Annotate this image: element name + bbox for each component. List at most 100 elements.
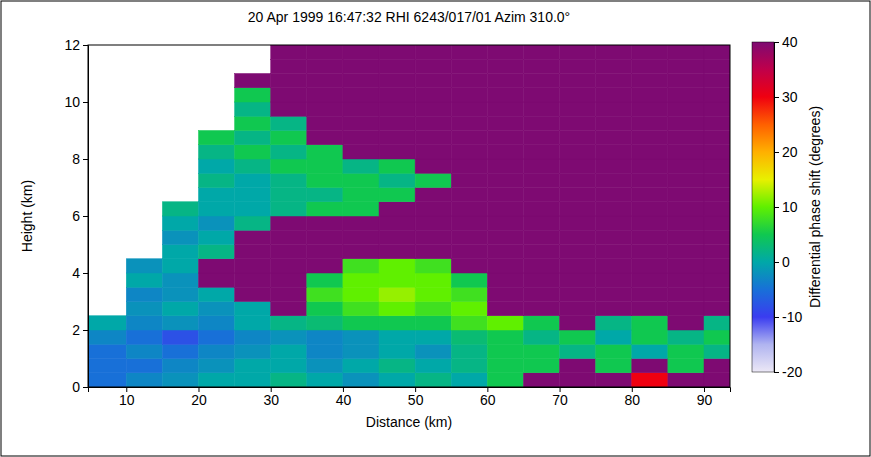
cell	[704, 159, 730, 173]
cell	[487, 88, 523, 102]
cell	[596, 173, 632, 187]
cell	[632, 145, 668, 159]
tick-mark	[774, 42, 779, 43]
cell	[271, 88, 307, 102]
cell	[271, 359, 307, 373]
cell	[704, 373, 730, 387]
cell	[162, 273, 198, 287]
cell	[307, 102, 343, 116]
cell	[560, 245, 596, 259]
cell	[379, 330, 415, 344]
cell	[668, 344, 704, 358]
cell	[560, 74, 596, 88]
cell	[523, 116, 559, 130]
cell	[379, 102, 415, 116]
cell	[379, 145, 415, 159]
cell	[415, 131, 451, 145]
cell	[487, 45, 523, 59]
cell	[523, 245, 559, 259]
cell	[596, 116, 632, 130]
tick-label: 60	[480, 392, 496, 408]
tick-label: 8	[72, 151, 80, 167]
cell	[704, 45, 730, 59]
tick-label: 10	[64, 94, 80, 110]
cell	[343, 330, 379, 344]
cell	[704, 359, 730, 373]
cell	[523, 359, 559, 373]
cell	[451, 273, 487, 287]
cell	[704, 74, 730, 88]
cell	[560, 330, 596, 344]
tick-label: -10	[782, 309, 802, 325]
cell	[379, 216, 415, 230]
cell	[451, 330, 487, 344]
y-axis-line	[83, 46, 89, 388]
cell	[451, 316, 487, 330]
cell	[271, 59, 307, 73]
cell	[198, 230, 234, 244]
cell	[451, 344, 487, 358]
tick-label: 30	[263, 392, 279, 408]
tick-mark	[774, 207, 779, 208]
cell	[560, 88, 596, 102]
cell	[126, 359, 162, 373]
cell	[451, 245, 487, 259]
cell	[415, 330, 451, 344]
cell	[415, 45, 451, 59]
cell	[415, 173, 451, 187]
x-axis-title: Distance (km)	[366, 414, 452, 430]
cell	[415, 316, 451, 330]
cell	[235, 344, 271, 358]
cell	[560, 344, 596, 358]
cell	[162, 287, 198, 301]
cell	[596, 202, 632, 216]
cell	[596, 216, 632, 230]
cell	[162, 259, 198, 273]
cell	[198, 131, 234, 145]
cell	[379, 59, 415, 73]
cell	[487, 287, 523, 301]
cell	[271, 330, 307, 344]
tick: 50	[408, 387, 424, 408]
cell	[560, 45, 596, 59]
tick-mark	[83, 216, 88, 217]
cell	[596, 302, 632, 316]
cell	[632, 273, 668, 287]
cell	[307, 316, 343, 330]
cell	[704, 302, 730, 316]
cell	[162, 202, 198, 216]
tick: 10	[119, 387, 135, 408]
tick: 4	[72, 265, 88, 281]
cell	[487, 302, 523, 316]
cell	[560, 230, 596, 244]
cell	[343, 102, 379, 116]
cell	[487, 344, 523, 358]
cell	[487, 373, 523, 387]
cell	[198, 316, 234, 330]
tick: 8	[72, 151, 88, 167]
tick-label: 20	[191, 392, 207, 408]
cell	[235, 230, 271, 244]
tick-mark	[83, 102, 88, 103]
cell	[451, 88, 487, 102]
cell	[487, 188, 523, 202]
cell	[235, 359, 271, 373]
cell	[487, 102, 523, 116]
cell	[379, 173, 415, 187]
cell	[632, 359, 668, 373]
cell	[487, 74, 523, 88]
cell	[235, 74, 271, 88]
colorbar-axis-line	[775, 43, 780, 373]
cell	[523, 316, 559, 330]
cell	[668, 359, 704, 373]
cell	[271, 302, 307, 316]
cell	[198, 259, 234, 273]
cell	[126, 330, 162, 344]
cell	[487, 316, 523, 330]
y-axis-title: Height (km)	[19, 180, 35, 252]
tick: 6	[72, 208, 88, 224]
cell	[487, 359, 523, 373]
cell	[343, 316, 379, 330]
cell	[704, 131, 730, 145]
cell	[162, 359, 198, 373]
